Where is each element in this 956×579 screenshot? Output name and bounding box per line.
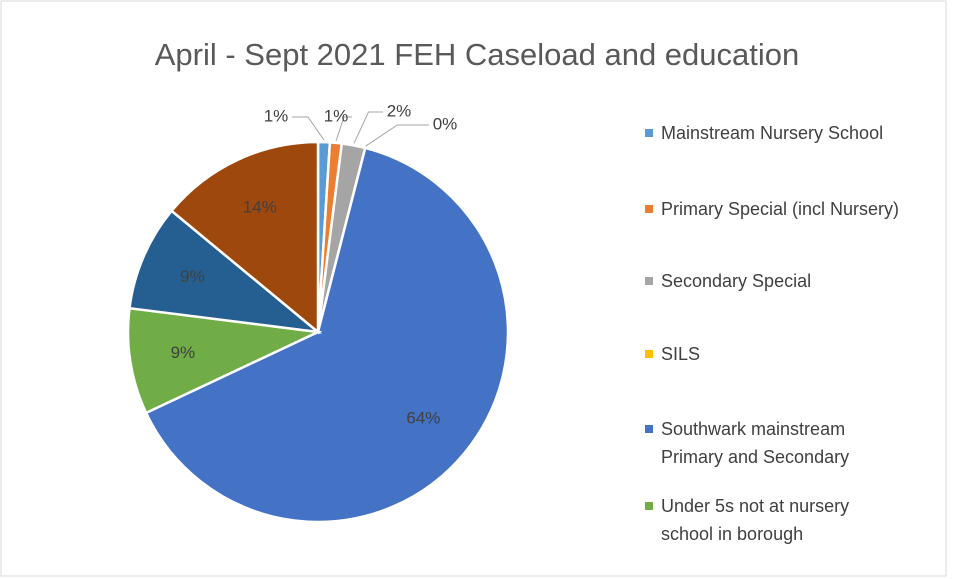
legend-item: Southwark mainstream Primary and Seconda…	[642, 415, 901, 471]
chart-title: April - Sept 2021 FEH Caseload and educa…	[155, 37, 800, 72]
legend-swatch	[645, 205, 653, 213]
leader-line	[365, 124, 429, 147]
pie-slice	[128, 209, 323, 334]
data-label: 0%	[433, 114, 458, 133]
legend-item: Primary Special (incl Nursery)	[642, 195, 899, 223]
legend-item: Secondary Special	[642, 267, 811, 295]
legend-label: Under 5s not at nursery school in boroug…	[661, 496, 850, 544]
legend-label: SILS	[661, 344, 701, 364]
legend-item: Mainstream Nursery School	[642, 119, 883, 147]
data-label: 64%	[406, 409, 440, 428]
data-label: 1%	[324, 106, 349, 125]
data-label: 14%	[243, 198, 277, 217]
legend-item: Under 5s not at nursery school in boroug…	[642, 492, 901, 548]
legend-swatch	[645, 502, 653, 510]
pie-slice	[144, 146, 510, 524]
data-label: 9%	[180, 267, 205, 286]
legend-label: Mainstream Nursery School	[661, 123, 884, 143]
legend-label: Southwark mainstream Primary and Seconda…	[661, 419, 850, 467]
data-label: 1%	[264, 106, 289, 125]
legend-swatch	[645, 277, 653, 285]
legend-item: SILS	[642, 340, 700, 368]
pie-slice	[126, 306, 323, 415]
data-label: 9%	[171, 343, 196, 362]
data-label: 2%	[387, 101, 412, 120]
leader-line	[292, 116, 325, 141]
legend-swatch	[645, 425, 653, 433]
pie-slice	[169, 140, 320, 335]
leader-line	[353, 111, 383, 144]
legend-label: Secondary Special	[661, 271, 812, 291]
leader-line	[335, 116, 352, 142]
legend-label: Primary Special (incl Nursery)	[661, 199, 900, 219]
legend-swatch	[645, 129, 653, 137]
legend-swatch	[645, 350, 653, 358]
